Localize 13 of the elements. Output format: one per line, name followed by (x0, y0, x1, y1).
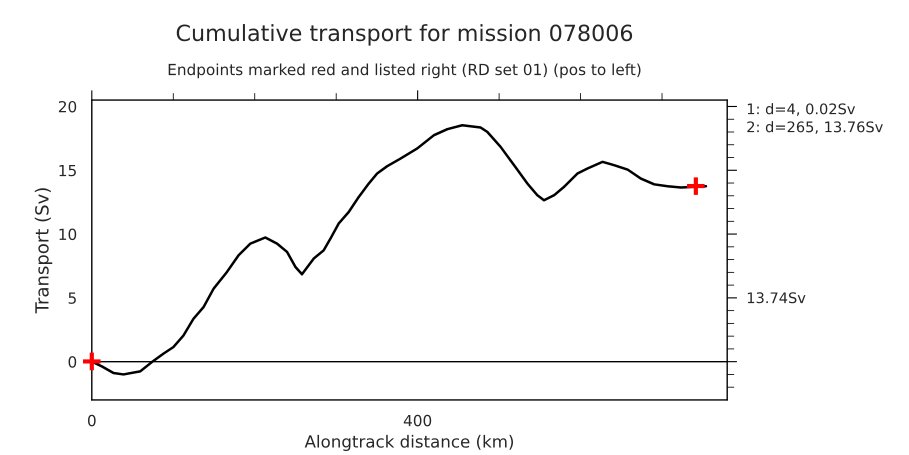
x-tick-label: 400 (404, 414, 432, 426)
chart-subtitle: Endpoints marked red and listed right (RD set 01) (pos to left) (168, 63, 640, 78)
text: 13.74Sv (748, 292, 806, 304)
chart-title: Cumulative transport for mission 078006 (176, 24, 632, 46)
y-tick-label: 20 (58, 100, 76, 112)
text: 2: d=265, 13.76Sv (747, 121, 883, 134)
y-tick-label: 15 (59, 164, 76, 176)
y-axis-title: Transport (Sv) (34, 188, 52, 314)
text: 1: d=4, 0.02Sv (748, 103, 856, 116)
y-tick-label: 5 (68, 292, 76, 304)
y-tick-label: 0 (68, 356, 76, 368)
x-axis-title: Alongtrack distance (km) (304, 434, 514, 451)
y-tick-label: 10 (59, 228, 76, 240)
